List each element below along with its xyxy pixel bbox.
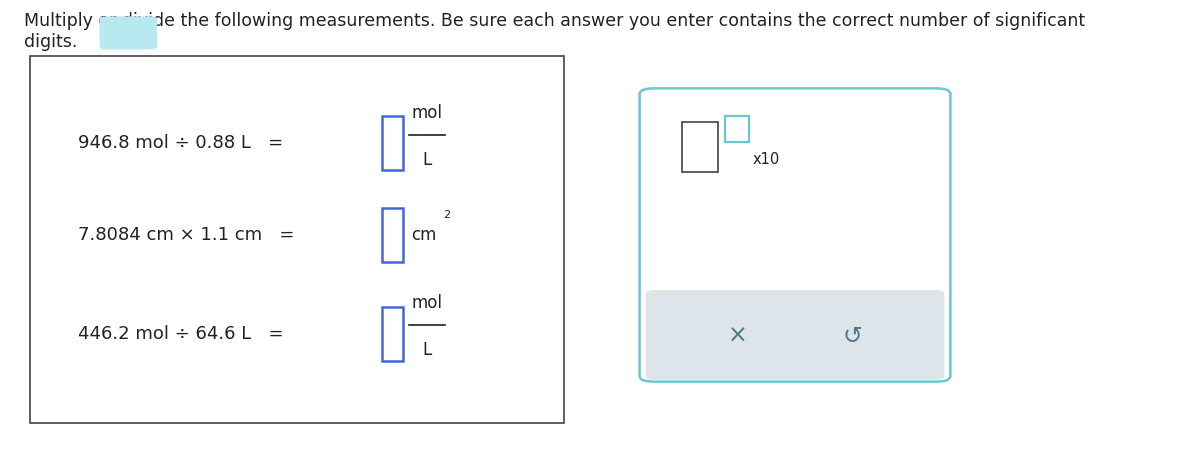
Text: 946.8 mol ÷ 0.88 L   =: 946.8 mol ÷ 0.88 L =: [78, 134, 283, 152]
Bar: [382, 116, 403, 171]
Text: L: L: [422, 151, 432, 169]
Text: cm: cm: [412, 226, 437, 244]
Text: mol: mol: [412, 294, 443, 312]
FancyBboxPatch shape: [640, 88, 950, 382]
Text: mol: mol: [412, 104, 443, 122]
FancyBboxPatch shape: [100, 16, 157, 49]
Text: Multiply or divide the following measurements. Be sure each answer you enter con: Multiply or divide the following measure…: [24, 12, 1085, 51]
Text: 7.8084 cm × 1.1 cm   =: 7.8084 cm × 1.1 cm =: [78, 226, 294, 244]
Bar: [725, 116, 749, 142]
Text: ∨: ∨: [120, 24, 137, 42]
Text: ↺: ↺: [842, 324, 862, 348]
Text: L: L: [422, 341, 432, 359]
Bar: [382, 307, 403, 361]
Text: 446.2 mol ÷ 64.6 L   =: 446.2 mol ÷ 64.6 L =: [78, 325, 283, 343]
Text: ×: ×: [728, 324, 748, 348]
Text: 2: 2: [443, 210, 450, 220]
Bar: [682, 122, 718, 172]
Bar: [30, 56, 564, 423]
FancyBboxPatch shape: [646, 290, 944, 380]
Bar: [382, 208, 403, 262]
Text: x10: x10: [752, 152, 780, 167]
